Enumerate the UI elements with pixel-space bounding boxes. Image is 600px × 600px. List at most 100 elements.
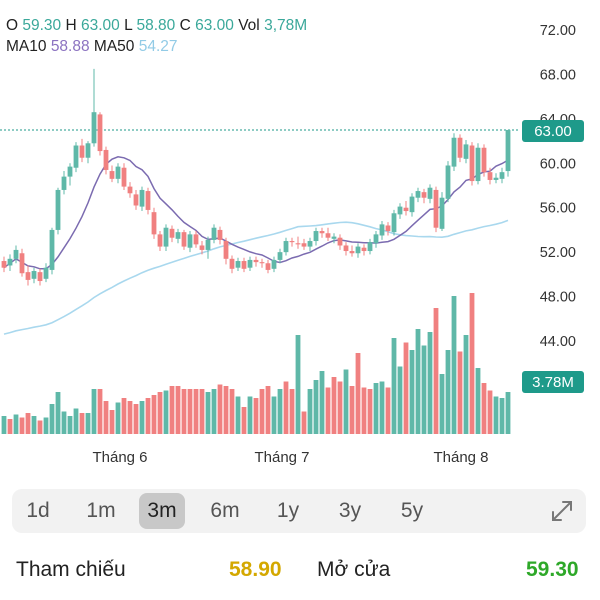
candle-body: [385, 225, 391, 232]
volume-bars: [1, 293, 511, 434]
candle-body: [355, 246, 361, 254]
candle-body: [295, 243, 301, 245]
candle-body: [379, 224, 385, 236]
volume-bar: [505, 392, 511, 434]
candle-body: [313, 231, 319, 242]
volume-value: 3,78M: [264, 17, 307, 34]
volume-bar: [169, 386, 175, 434]
timeframe-5y[interactable]: 5y: [400, 499, 424, 522]
volume-bar: [337, 381, 343, 434]
last-volume-label: 3.78M: [522, 371, 584, 393]
volume-bar: [451, 296, 457, 434]
candle-body: [91, 112, 97, 144]
volume-bar: [235, 396, 241, 434]
price-tick-label: 48.00: [540, 290, 576, 306]
candle-body: [247, 259, 253, 268]
volume-bar: [223, 386, 229, 434]
volume-bar: [43, 417, 49, 434]
volume-bar: [391, 338, 397, 434]
volume-bar: [145, 398, 151, 434]
reference-price-value: 58.90: [229, 558, 282, 581]
volume-bar: [397, 366, 403, 434]
candle-body: [469, 145, 475, 182]
candle-body: [169, 228, 175, 238]
volume-bar: [271, 396, 277, 434]
candle-body: [421, 192, 427, 198]
volume-bar: [49, 404, 55, 434]
volume-bar: [7, 419, 13, 434]
candle-body: [283, 241, 289, 253]
volume-bar: [205, 392, 211, 434]
volume-bar: [325, 387, 331, 434]
candle-body: [445, 165, 451, 199]
volume-bar: [139, 401, 145, 434]
candle-body: [259, 262, 265, 264]
volume-bar: [127, 401, 133, 434]
candle-body: [121, 167, 127, 187]
candle-body: [397, 206, 403, 215]
candle-body: [487, 172, 493, 180]
volume-bar: [115, 402, 121, 434]
candle-body: [205, 239, 211, 250]
volume-bar: [487, 390, 493, 434]
close-value: 63.00: [195, 17, 238, 34]
volume-bar: [151, 395, 157, 434]
candle-body: [475, 147, 481, 182]
candle-body: [139, 189, 145, 207]
month-label: Tháng 6: [92, 449, 147, 466]
timeframe-1m[interactable]: 1m: [86, 499, 116, 522]
timeframe-1d[interactable]: 1d: [26, 499, 50, 522]
candle-body: [31, 271, 37, 279]
volume-bar: [13, 414, 19, 434]
svg-text:63.00: 63.00: [534, 123, 572, 140]
volume-bar: [181, 389, 187, 434]
candle-body: [199, 245, 205, 250]
candle-body: [235, 261, 241, 268]
volume-bar: [427, 332, 433, 434]
candle-body: [157, 234, 163, 247]
volume-bar: [409, 350, 415, 434]
timeframe-1y[interactable]: 1y: [276, 499, 300, 522]
timeframe-3m[interactable]: 3m: [139, 493, 185, 529]
candle-body: [55, 189, 61, 230]
volume-bar: [415, 329, 421, 434]
volume-bar: [133, 404, 139, 434]
volume-bar: [343, 369, 349, 434]
volume-bar: [295, 335, 301, 434]
volume-bar: [499, 398, 505, 434]
svg-text:3.78M: 3.78M: [532, 374, 574, 391]
expand-icon[interactable]: [548, 497, 576, 525]
volume-bar: [481, 383, 487, 434]
volume-bar: [463, 335, 469, 434]
candle-body: [415, 191, 421, 198]
volume-bar: [475, 368, 481, 434]
candle-body: [181, 232, 187, 247]
candle-body: [427, 187, 433, 199]
volume-bar: [439, 374, 445, 434]
candle-body: [25, 272, 31, 280]
price-chart[interactable]: 72.0068.0060.0056.0052.0048.0044.0064.00…: [0, 0, 600, 470]
candle-body: [211, 227, 217, 240]
price-tick-label: 72.00: [540, 23, 576, 39]
volume-bar: [217, 384, 223, 434]
candle-body: [391, 213, 397, 233]
candle-body: [97, 114, 103, 152]
volume-bar: [175, 386, 181, 434]
volume-bar: [403, 342, 409, 434]
timeframe-3y[interactable]: 3y: [338, 499, 362, 522]
open-value: 59.30: [22, 17, 65, 34]
volume-bar: [25, 413, 31, 434]
timeframe-6m[interactable]: 6m: [210, 499, 240, 522]
volume-bar: [283, 381, 289, 434]
volume-bar: [73, 408, 79, 434]
price-tick-label: 52.00: [540, 245, 576, 261]
candle-body: [163, 227, 169, 247]
candle-body: [493, 177, 499, 180]
month-label: Tháng 7: [254, 449, 309, 466]
volume-bar: [67, 416, 73, 434]
volume-bar: [91, 389, 97, 434]
volume-bar: [199, 389, 205, 434]
candle-body: [193, 234, 199, 245]
volume-bar: [61, 411, 67, 434]
